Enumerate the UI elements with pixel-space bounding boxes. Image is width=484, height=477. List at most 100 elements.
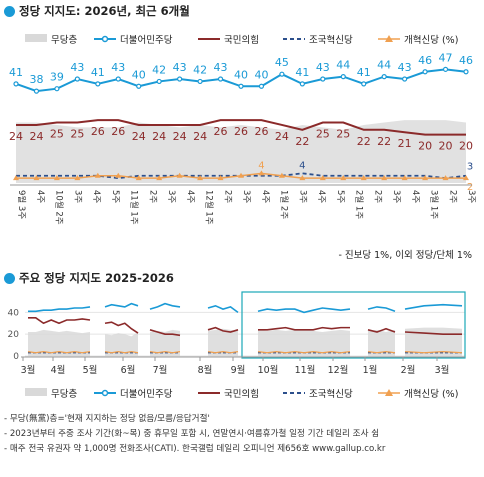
x-tick-label: 12월 1주 — [204, 190, 215, 225]
minjoo-point — [299, 81, 305, 87]
ppp-data-label: 25 — [336, 128, 350, 141]
x-tick-label: 3주 — [241, 190, 251, 203]
legend2-none-label: 무당층 — [51, 389, 77, 400]
ppp-data-label: 26 — [234, 125, 248, 138]
minjoo-point — [238, 83, 244, 89]
segment-minjoo-line — [207, 304, 239, 314]
reform-point — [463, 175, 469, 181]
segment-none-area — [150, 329, 180, 356]
ppp-data-label: 26 — [111, 125, 125, 138]
footnote-2: - 2023년부터 주중 조사 기간(화~목) 중 휴무일 포함 시, 연말연시… — [4, 429, 380, 439]
ppp-data-label: 20 — [439, 140, 453, 153]
segment-ppp-line — [404, 331, 462, 335]
x-tick-label: 11월 1주 — [129, 190, 140, 225]
reform-point — [278, 172, 285, 178]
minjoo-data-label: 38 — [29, 73, 43, 86]
legend-reform-label: 개혁신당 (%) — [404, 35, 458, 46]
reform-annotation: 4 — [258, 160, 264, 171]
month-label: 7월 — [153, 364, 168, 376]
x-tick-label: 3주 — [72, 190, 82, 203]
minjoo-data-label: 43 — [111, 61, 125, 74]
ppp-data-label: 25 — [316, 128, 330, 141]
minjoo-point — [136, 83, 142, 89]
reform-end-label: 2 — [467, 182, 473, 193]
segment-ppp-line — [28, 317, 91, 325]
ppp-data-label: 22 — [357, 135, 371, 148]
chart2-title: 주요 정당 지지도 2025-2026 — [19, 271, 174, 285]
ppp-data-label: 24 — [9, 130, 23, 143]
segment-minjoo-line — [28, 306, 91, 313]
minjoo-point — [33, 88, 40, 94]
x-tick-label: 5주 — [110, 190, 120, 203]
month-label: 12월 — [328, 364, 349, 376]
series-ppp-line — [16, 119, 466, 136]
minjoo-data-label: 39 — [50, 71, 64, 84]
x-tick-label: 2주 — [222, 190, 232, 203]
x-tick-label: 2월 1주 — [354, 190, 365, 219]
minjoo-point — [13, 81, 19, 87]
reform-point — [53, 175, 60, 181]
segment-none-area — [208, 328, 238, 356]
month-label: 10월 — [258, 364, 279, 376]
x-tick-label: 10월 2주 — [54, 190, 65, 225]
footnote-3: - 매주 전국 유권자 약 1,000명 전화조사(CATI). 한국갤럽 데일… — [4, 444, 386, 454]
month-label: 8월 — [198, 364, 213, 376]
minjoo-data-label: 44 — [336, 59, 350, 72]
legend2-rebuild-label: 조국혁신당 — [309, 389, 353, 400]
ppp-data-label: 24 — [152, 130, 166, 143]
reform-point — [33, 175, 40, 181]
reform-point — [13, 175, 19, 181]
month-label: 3월 — [435, 364, 450, 376]
minjoo-point — [320, 76, 326, 82]
month-label: 5월 — [83, 364, 98, 376]
minjoo-data-label: 40 — [234, 68, 248, 81]
minjoo-data-label: 41 — [9, 66, 23, 79]
ppp-data-label: 25 — [50, 128, 64, 141]
x-tick-label: 1월 2주 — [279, 190, 290, 219]
title-dot-icon — [4, 272, 15, 284]
minjoo-data-label: 43 — [398, 61, 412, 74]
legend-ppp-label: 국민의힘 — [224, 35, 259, 46]
ppp-data-label: 24 — [173, 130, 187, 143]
segment-minjoo-line — [257, 307, 351, 314]
segment-minjoo-line — [104, 302, 139, 308]
segment-none-area — [105, 332, 138, 356]
minjoo-point — [381, 73, 387, 80]
month-label: 9월 — [231, 364, 246, 376]
legend-reform-marker — [385, 35, 393, 42]
reform-point — [401, 175, 408, 181]
x-tick-label: 4주 — [260, 190, 270, 203]
month-label: 3월 — [21, 364, 36, 376]
reform-point — [319, 175, 326, 181]
x-tick-label: 4주 — [91, 190, 101, 203]
ppp-data-label: 22 — [295, 135, 309, 148]
minjoo-data-label: 41 — [295, 66, 309, 79]
x-tick-label: 2주 — [447, 190, 457, 203]
reform-point — [115, 172, 122, 178]
month-label: 6월 — [121, 364, 136, 376]
minjoo-data-label: 43 — [70, 61, 84, 74]
segment-minjoo-line — [367, 306, 396, 313]
segment-reform-line — [149, 351, 181, 354]
minjoo-point — [361, 81, 367, 87]
minjoo-data-label: 46 — [418, 54, 432, 67]
minjoo-point — [442, 66, 449, 72]
month-label: 2월 — [401, 364, 416, 376]
segment-reform-line — [257, 351, 351, 354]
chart2-title-row: 주요 정당 지지도 2025-2026 — [4, 270, 174, 286]
chart1-title: 정당 지지도: 2026년, 최근 6개월 — [19, 4, 190, 18]
ppp-data-label: 24 — [275, 130, 289, 143]
x-tick-label: 4주 — [185, 190, 195, 203]
reform-point — [217, 175, 224, 181]
segment-reform-line — [404, 351, 463, 354]
segment-reform-line — [367, 351, 396, 354]
month-label: 11월 — [295, 364, 316, 376]
reform-point — [238, 172, 244, 178]
y-tick-label: 40 — [8, 308, 20, 318]
x-tick-label: 4주 — [35, 190, 45, 203]
segment-ppp-line — [149, 329, 181, 337]
reform-point — [442, 175, 449, 181]
legend2-reform-marker — [385, 389, 393, 396]
